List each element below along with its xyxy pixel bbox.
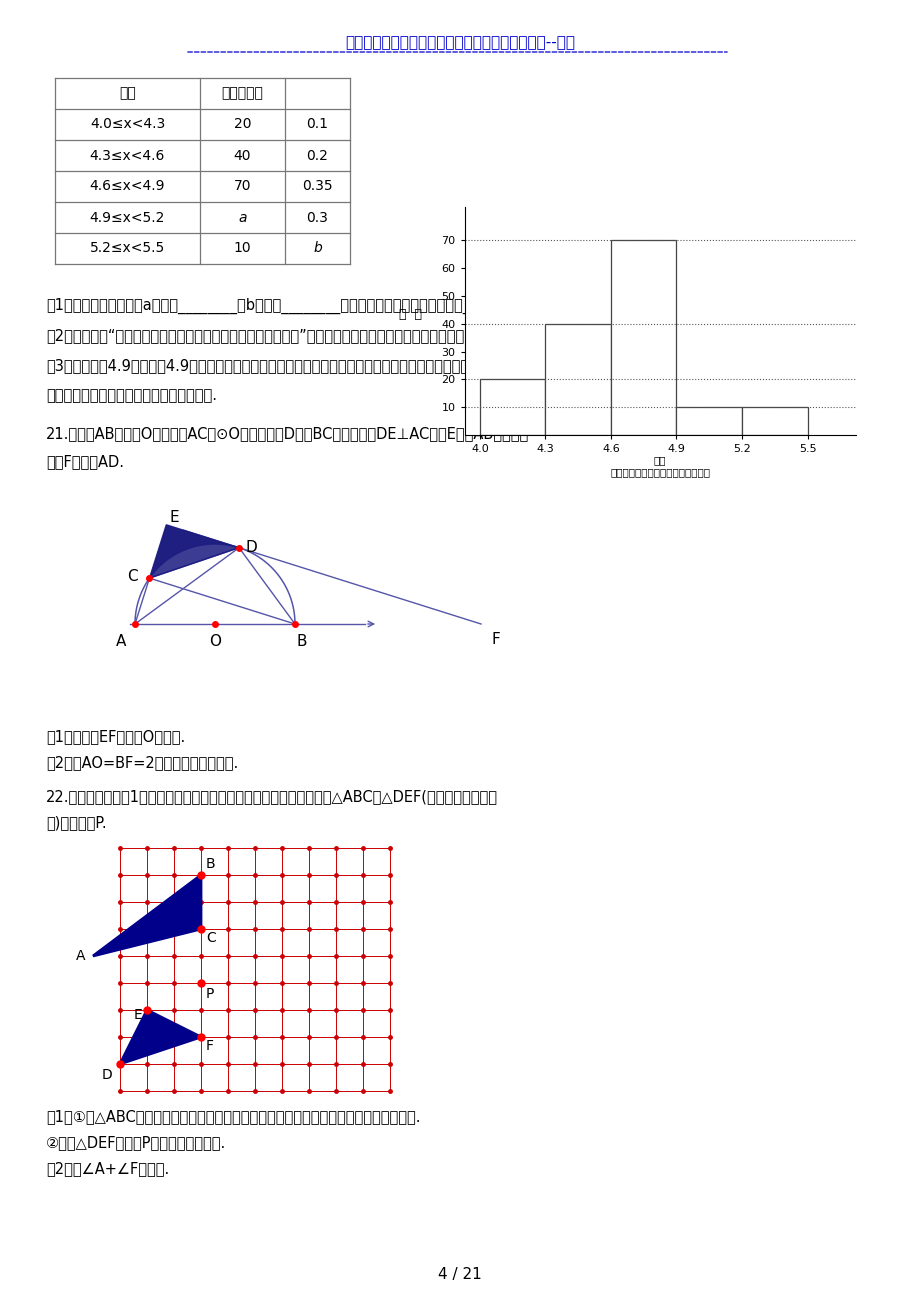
Text: 20: 20 [233,117,251,132]
Text: （2）若AO=BF=2，求阴影区域的面积.: （2）若AO=BF=2，求阴影区域的面积. [46,755,238,769]
Text: 估计全市初中毕业生中视力正常的学生人数.: 估计全市初中毕业生中视力正常的学生人数. [46,388,217,404]
Text: （1）在频数分布表中，a的值为________，b的值为________，并将频数分布直方图补充完整________.: （1）在频数分布表中，a的值为________，b的值为________，并将频… [46,298,526,314]
Text: 视力: 视力 [119,86,136,100]
Text: ②画出△DEF关于点P的中心对称三角形.: ②画出△DEF关于点P的中心对称三角形. [46,1135,226,1150]
Text: a: a [238,211,246,224]
Text: 0.1: 0.1 [306,117,328,132]
Text: 70: 70 [233,180,251,194]
Text: E: E [133,1008,142,1022]
Text: 4.9≤x<5.2: 4.9≤x<5.2 [90,211,165,224]
Text: 频数（人）: 频数（人） [221,86,263,100]
Text: P: P [206,987,214,1001]
Text: 10: 10 [233,241,251,255]
Text: F: F [206,1039,214,1053]
Text: （1）①将△ABC向右平移五个单位长度，再向上平移一个单位长度，画出平移后的三角形.: （1）①将△ABC向右平移五个单位长度，再向上平移一个单位长度，画出平移后的三角… [46,1109,420,1124]
Text: （2）求∠A+∠F的度数.: （2）求∠A+∠F的度数. [46,1161,169,1176]
Text: F: F [491,631,499,647]
Text: E: E [170,510,179,525]
Text: B: B [297,634,307,648]
Text: 22.如图，在边长为1个单位长度的小正方形组成的网格中，给出了格点△ABC和△DEF(顶点为网格线的交: 22.如图，在边长为1个单位长度的小正方形组成的网格中，给出了格点△ABC和△D… [46,789,497,805]
Y-axis label: 频  数: 频 数 [399,309,422,320]
Bar [675,408,742,435]
Bar [610,241,675,435]
Text: A: A [116,634,126,648]
Text: 知识像烛光，能照亮一个人，也能照亮无数的人。--培根: 知识像烛光，能照亮一个人，也能照亮无数的人。--培根 [345,35,574,49]
Text: C: C [127,569,137,583]
Text: 4.3≤x<4.6: 4.3≤x<4.6 [90,148,165,163]
Text: （1）求证：EF为半圆O的切线.: （1）求证：EF为半圆O的切线. [46,729,185,743]
Text: D: D [101,1068,112,1082]
Text: （3）若视力在4.9以上（含4.9）均属正常，求视力正常的人数占被统计人数的百分比，并根据上述信息: （3）若视力在4.9以上（含4.9）均属正常，求视力正常的人数占被统计人数的百分… [46,358,469,372]
Text: A: A [75,949,85,963]
Text: 0.3: 0.3 [306,211,328,224]
Text: 点)以及格点P.: 点)以及格点P. [46,815,107,829]
Text: b: b [312,241,322,255]
Polygon shape [119,1010,200,1064]
Text: 40: 40 [233,148,251,163]
Polygon shape [149,525,239,578]
Text: 0.2: 0.2 [306,148,328,163]
Text: C: C [206,931,216,945]
Bar [545,324,610,435]
Text: 4.0≤x<4.3: 4.0≤x<4.3 [90,117,165,132]
Text: 4 / 21: 4 / 21 [437,1268,482,1282]
X-axis label: 视力
（每组数据含最小值，不含最大值）: 视力 （每组数据含最小值，不含最大值） [609,456,709,477]
Bar [480,379,545,435]
Text: （2）甲同学说“我的视力情况是此次抽样调查所得数据的中位数”，问甲同学的视力情况应在什么范围内？: （2）甲同学说“我的视力情况是此次抽样调查所得数据的中位数”，问甲同学的视力情况… [46,328,464,342]
Text: 于点F，连结AD.: 于点F，连结AD. [46,454,124,469]
Text: B: B [206,857,215,871]
Text: O: O [209,634,221,648]
Text: 5.2≤x<5.5: 5.2≤x<5.5 [90,241,165,255]
Text: 4.6≤x<4.9: 4.6≤x<4.9 [90,180,165,194]
Polygon shape [93,875,200,956]
Text: 21.如图，AB为半圆O的直径，AC是⊙O的一条弦，D为弧BC的中点，作DE⊥AC于点E，交AB的延长线: 21.如图，AB为半圆O的直径，AC是⊙O的一条弦，D为弧BC的中点，作DE⊥A… [46,426,528,441]
Bar [742,408,807,435]
Text: D: D [244,540,256,555]
Polygon shape [149,525,239,578]
Text: 0.35: 0.35 [301,180,333,194]
